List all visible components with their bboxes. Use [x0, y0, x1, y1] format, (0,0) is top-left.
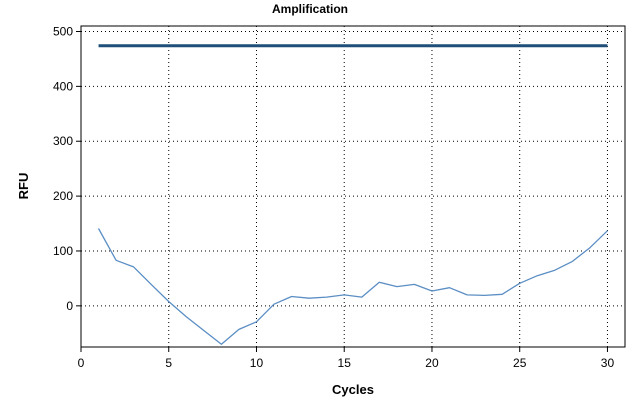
plot-lines [97, 44, 608, 345]
x-tick-label: 25 [513, 356, 527, 370]
y-tick-label: 200 [53, 189, 73, 203]
y-tick-label: 300 [53, 134, 73, 148]
x-axis: 0 5 10 15 20 25 30 [78, 347, 615, 370]
x-axis-title: Cycles [332, 382, 374, 397]
y-tick-label: 0 [66, 299, 73, 313]
y-tick-label: 400 [53, 79, 73, 93]
x-tick-label: 30 [601, 356, 615, 370]
grid-lines [81, 26, 625, 347]
x-tick-label: 0 [78, 356, 85, 370]
x-tick-label: 5 [165, 356, 172, 370]
chart-title: Amplification [272, 2, 348, 16]
y-axis-title: RFU [16, 173, 31, 200]
series-line-1 [97, 228, 608, 345]
x-tick-label: 10 [250, 356, 264, 370]
x-tick-label: 20 [425, 356, 439, 370]
y-axis: 0 100 200 300 400 500 [53, 24, 81, 313]
y-tick-label: 500 [53, 24, 73, 38]
plot-area-frame [80, 25, 626, 348]
y-tick-label: 100 [53, 244, 73, 258]
x-tick-label: 15 [338, 356, 352, 370]
